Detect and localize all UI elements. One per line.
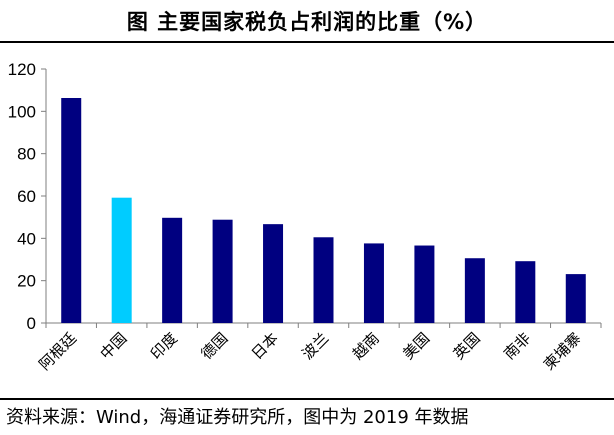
x-category-label: 阿根廷 (35, 329, 80, 374)
bar-10 (565, 274, 586, 323)
bar-5 (313, 237, 334, 323)
y-tick-label: 80 (17, 145, 36, 164)
x-category-label: 英国 (450, 329, 484, 363)
bar-chart: 0 20 40 60 80 100 120 阿根廷 中国 印度 德国 日本 波兰 越南 美国 英国 南非 柬埔寨 (8, 60, 602, 374)
y-tick-label: 60 (17, 187, 36, 206)
bar-6 (363, 243, 384, 323)
x-category-label: 美国 (399, 329, 433, 363)
x-category-label: 波兰 (298, 329, 332, 363)
bar-9 (515, 261, 536, 323)
x-category-label: 德国 (197, 329, 231, 363)
chart-title: 图 主要国家税负占利润的比重（%） (126, 9, 488, 34)
y-tick-label: 120 (8, 60, 36, 79)
y-tick-label: 100 (8, 102, 36, 121)
bar-0 (61, 97, 82, 323)
footer-divider (0, 398, 614, 400)
x-category-label: 中国 (97, 329, 131, 363)
y-tick-label: 0 (27, 314, 36, 333)
y-tick-label: 20 (17, 272, 36, 291)
x-category-label: 南非 (500, 329, 534, 363)
y-tick-label: 40 (17, 229, 36, 248)
bar-7 (414, 245, 435, 323)
title-divider (0, 41, 614, 43)
bar-1 (111, 197, 132, 323)
x-category-label: 越南 (349, 329, 383, 363)
chart-title-bar: 图 主要国家税负占利润的比重（%） (0, 0, 614, 41)
x-category-label: 柬埔寨 (540, 329, 585, 374)
x-category-label: 印度 (147, 329, 181, 363)
x-category-label: 日本 (248, 329, 282, 363)
bar-4 (263, 224, 284, 323)
bar-8 (464, 258, 485, 323)
bar-2 (162, 217, 183, 323)
bar-3 (212, 219, 233, 323)
source-note: 资料来源：Wind，海通证券研究所，图中为 2019 年数据 (6, 407, 469, 428)
